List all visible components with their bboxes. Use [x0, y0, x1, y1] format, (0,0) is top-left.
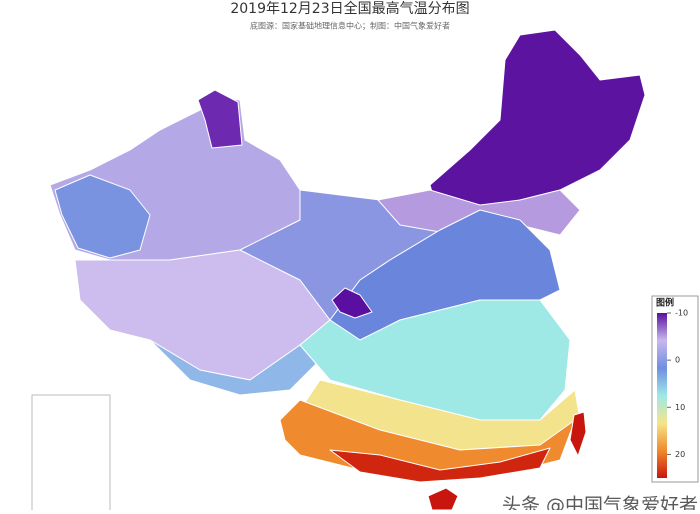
legend-tick-label: -10 [675, 309, 688, 318]
legend-tick-label: 0 [675, 356, 680, 365]
south-sea-inset [31, 394, 111, 514]
legend-color-bar [657, 313, 667, 478]
region-xinjiang-west [54, 174, 151, 259]
region-northeast [429, 29, 646, 221]
watermark: 头条 @中国气象爱好者 [502, 495, 698, 511]
legend-tick-label: 10 [675, 403, 685, 412]
region-hainan [427, 487, 459, 511]
inset-coast [35, 397, 86, 441]
map [49, 29, 646, 511]
map-subtitle: 底图源：国家基础地理信息中心；制图：中国气象爱好者 [250, 21, 450, 31]
legend-tick-label: 20 [675, 450, 685, 459]
region-taiwan [569, 411, 587, 457]
legend-title: 图例 [656, 297, 674, 309]
region-far-south [329, 447, 551, 483]
map-title: 2019年12月23日全国最高气温分布图 [230, 0, 469, 17]
region-purple-spot [331, 287, 373, 319]
region-altay [197, 89, 243, 149]
